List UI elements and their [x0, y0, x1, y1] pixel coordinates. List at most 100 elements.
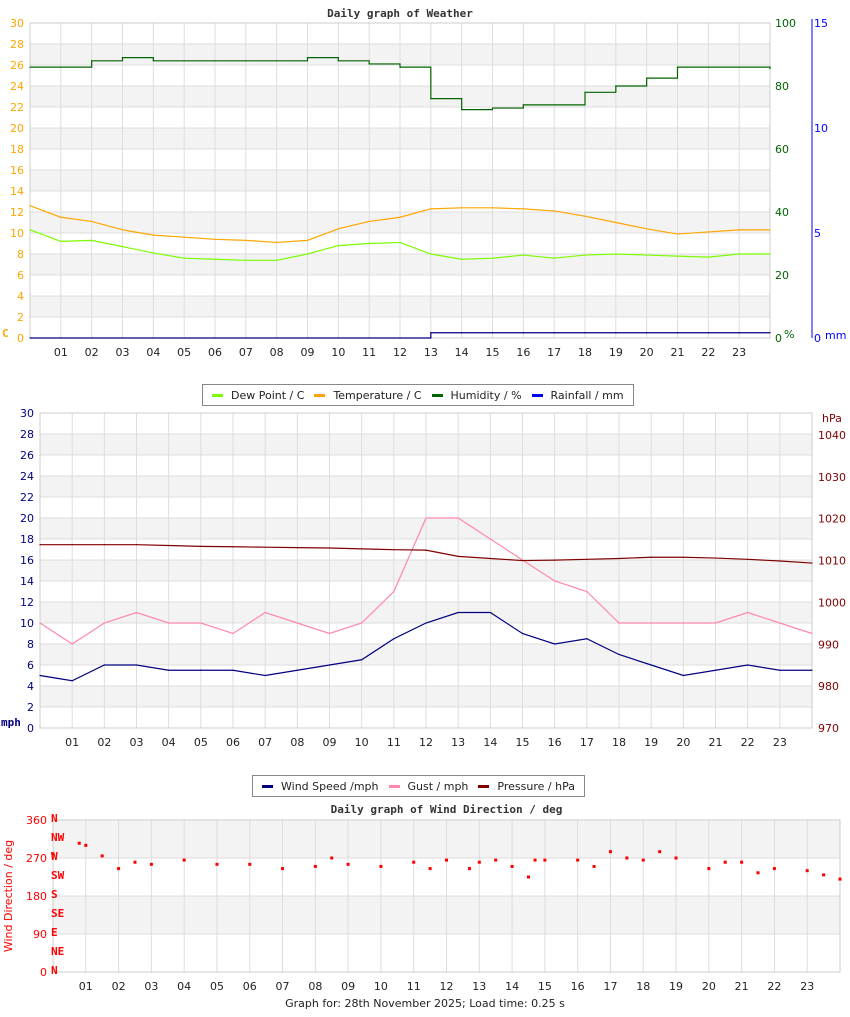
data-point — [430, 332, 432, 334]
y-tick-label: 24 — [10, 80, 24, 93]
data-point — [296, 622, 298, 624]
data-point — [39, 544, 41, 546]
data-point — [428, 867, 432, 871]
data-point — [152, 252, 154, 254]
y-tick-label: 0 — [40, 966, 47, 979]
series-line-humidity- — [30, 57, 771, 111]
data-point — [60, 66, 62, 68]
data-point — [328, 547, 331, 549]
data-point — [91, 239, 93, 241]
data-point — [489, 557, 491, 560]
x-tick-label: 09 — [301, 346, 315, 359]
data-point — [281, 867, 285, 871]
data-point — [646, 332, 648, 334]
data-point — [838, 877, 842, 881]
x-tick-label: 16 — [548, 736, 562, 749]
data-point — [586, 590, 588, 593]
y-tick-label: 26 — [20, 449, 34, 462]
data-point — [337, 60, 339, 62]
data-point — [584, 215, 586, 217]
data-point — [296, 546, 298, 549]
compass-label: SW — [51, 869, 65, 882]
data-point — [152, 60, 154, 62]
y-right-tick-label: 970 — [818, 722, 839, 735]
data-point — [554, 643, 556, 645]
data-point — [91, 337, 93, 339]
y-right-tick-label: 1000 — [818, 596, 846, 609]
data-point — [461, 258, 463, 260]
data-point — [494, 858, 498, 862]
legend-weather: Dew Point / C Temperature / C Humidity /… — [202, 384, 634, 406]
y-tick-label: 360 — [26, 814, 47, 827]
data-point — [182, 858, 186, 862]
legend-label: Rainfall / mm — [550, 388, 624, 402]
data-point — [738, 229, 740, 231]
x-tick-label: 09 — [323, 736, 337, 749]
data-point — [60, 240, 62, 242]
x-tick-label: 07 — [239, 346, 253, 359]
data-point — [714, 557, 717, 559]
data-point — [779, 560, 781, 562]
data-point — [738, 66, 740, 68]
data-point — [714, 669, 717, 671]
data-point — [214, 337, 216, 339]
data-point — [491, 107, 494, 109]
data-point — [811, 632, 813, 635]
data-point — [276, 241, 278, 244]
x-tick-label: 06 — [208, 346, 222, 359]
x-tick-label: 11 — [387, 736, 401, 749]
data-point — [553, 104, 555, 106]
data-point — [71, 643, 73, 645]
data-point — [368, 220, 370, 223]
x-tick-label: 05 — [194, 736, 208, 749]
data-point — [368, 242, 370, 245]
legend-item: Rainfall / mm — [531, 388, 624, 402]
data-point — [328, 664, 331, 666]
data-point — [445, 858, 448, 862]
x-tick-label: 08 — [308, 980, 322, 993]
x-tick-label: 18 — [636, 980, 650, 993]
y-tick-label: 4 — [27, 680, 34, 693]
data-point — [121, 337, 124, 339]
data-point — [168, 669, 170, 671]
data-point — [584, 254, 586, 256]
data-point — [747, 558, 749, 560]
data-point — [491, 207, 494, 209]
compass-label: E — [51, 926, 58, 939]
y-left-unit: C — [2, 327, 9, 340]
data-point — [457, 611, 459, 614]
data-point — [553, 332, 555, 334]
data-point — [521, 559, 524, 562]
y-tick-label: 6 — [27, 659, 34, 672]
x-tick-label: 13 — [451, 736, 465, 749]
data-point — [650, 622, 652, 624]
data-point — [811, 562, 813, 564]
y-right2-tick-label: 10 — [814, 122, 828, 135]
y-tick-label: 18 — [20, 533, 34, 546]
x-tick-label: 09 — [341, 980, 355, 993]
y-right2-unit: mm — [825, 329, 846, 342]
y-tick-label: 2 — [27, 701, 34, 714]
data-point — [822, 873, 826, 877]
chart-title: Daily graph of Weather — [327, 7, 473, 20]
data-point — [91, 220, 93, 223]
data-point — [393, 590, 395, 593]
data-point — [805, 869, 809, 873]
y-tick-label: 24 — [20, 470, 34, 483]
data-point — [461, 332, 463, 334]
data-point — [425, 517, 427, 519]
data-point — [264, 546, 266, 548]
y-right2-tick-label: 5 — [814, 227, 821, 240]
y-right-tick-label: 0 — [775, 332, 782, 345]
data-point — [615, 253, 617, 255]
data-point — [103, 664, 105, 666]
data-point — [510, 864, 514, 868]
data-point — [457, 517, 459, 519]
data-point — [576, 858, 580, 862]
x-tick-label: 15 — [538, 980, 552, 993]
data-point — [232, 632, 234, 635]
chart-title: Daily graph of Wind Direction / deg — [331, 803, 563, 816]
data-point — [306, 337, 309, 339]
data-point — [60, 216, 62, 218]
data-point — [121, 229, 124, 231]
